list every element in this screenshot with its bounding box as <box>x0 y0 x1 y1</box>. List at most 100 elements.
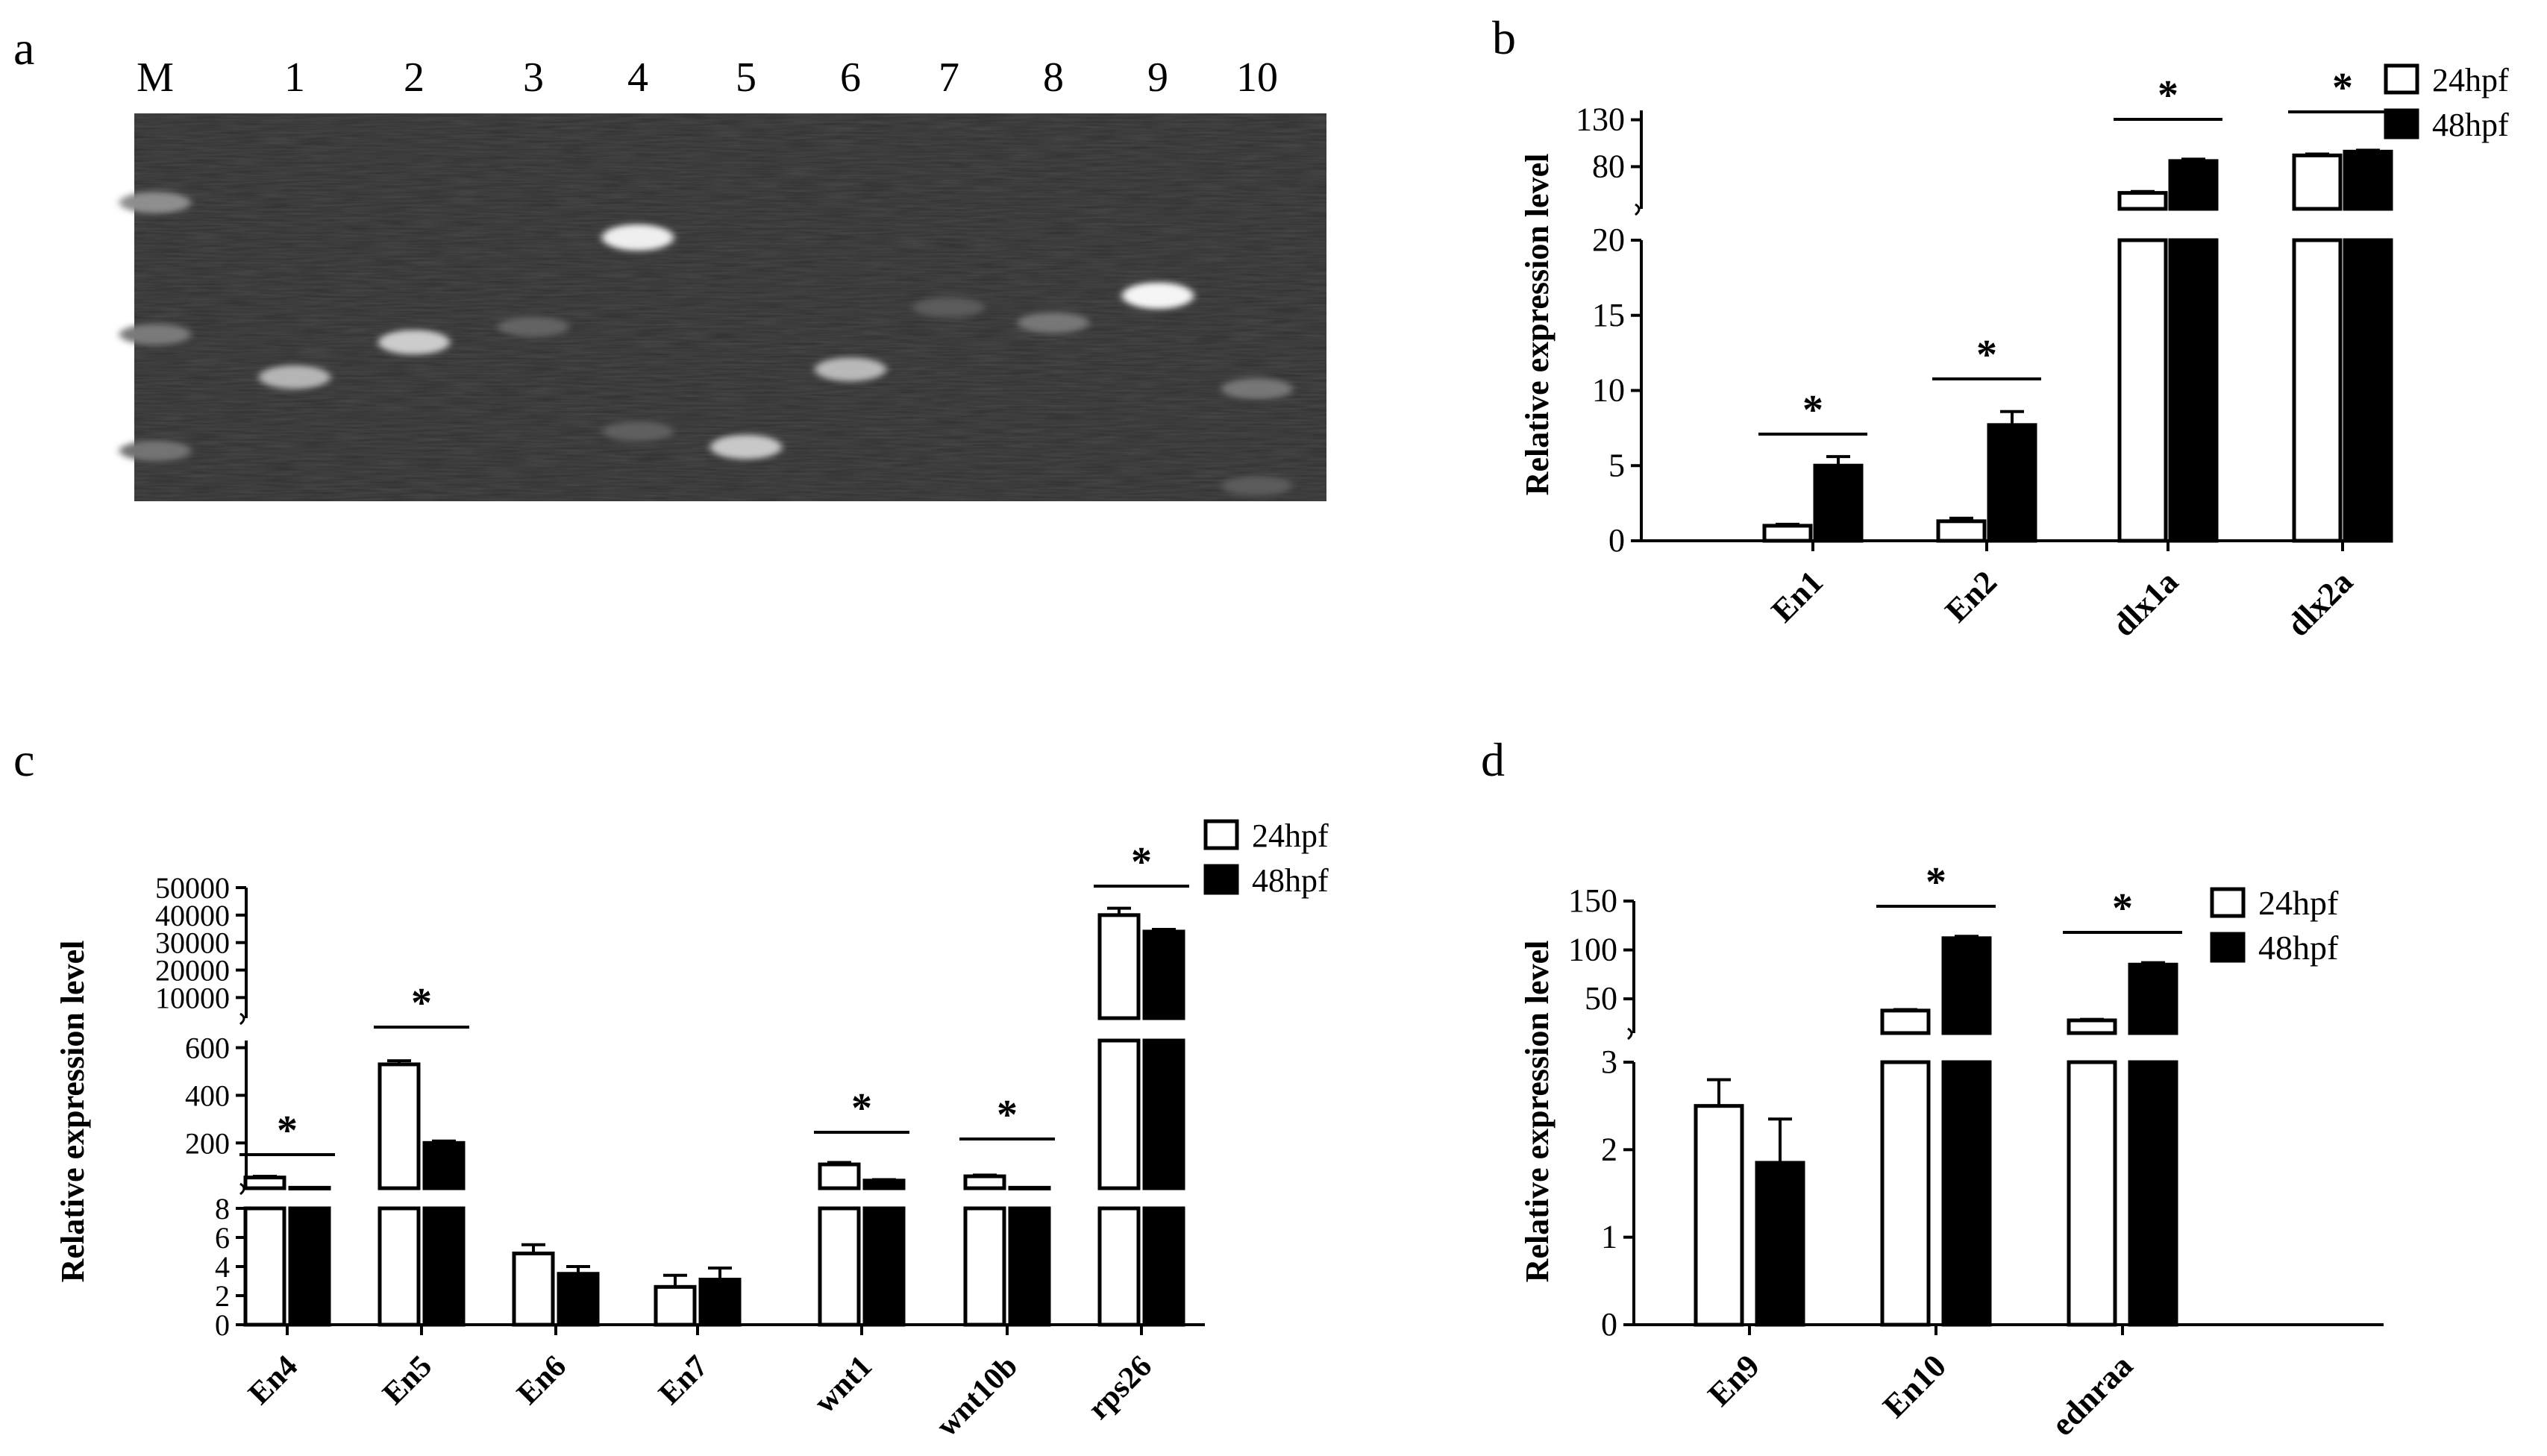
bar-24hpf <box>2292 153 2343 211</box>
x-category-label: En2 <box>1938 563 2004 629</box>
legend-label: 24hpf <box>2258 884 2339 922</box>
bar-48hpf <box>1813 463 1864 543</box>
bar-24hpf <box>2067 1018 2117 1035</box>
significance-star: * <box>277 1108 298 1154</box>
gel-lane-label: 10 <box>1236 54 1278 101</box>
bar-48hpf <box>698 1278 742 1327</box>
bar-48hpf <box>1142 1206 1185 1327</box>
bar-24hpf <box>512 1251 555 1327</box>
bar-48hpf <box>288 1206 331 1327</box>
gel-lane-labels: M 1 2 3 4 5 6 7 8 9 10 <box>137 54 1278 101</box>
legend-swatch <box>1203 819 1239 850</box>
legend-label: 48hpf <box>2258 929 2339 967</box>
bar-24hpf <box>377 1062 421 1190</box>
bar-24hpf <box>654 1284 697 1327</box>
gel-lane-label: 4 <box>627 54 648 101</box>
bar-24hpf <box>1097 913 1141 1020</box>
y-tick-label: 80 <box>1592 148 1625 184</box>
gel-band <box>602 421 674 442</box>
bar-48hpf <box>1142 1038 1185 1190</box>
x-category-label: En6 <box>510 1349 573 1412</box>
y-tick-label: 0 <box>1601 1306 1617 1343</box>
bar-24hpf <box>2067 1060 2117 1327</box>
bar-24hpf <box>1694 1104 1744 1327</box>
bar-24hpf <box>1097 1206 1141 1327</box>
gel-band <box>498 316 569 337</box>
gel-lane-label: 6 <box>840 54 861 101</box>
significance-star: * <box>851 1085 872 1132</box>
y-tick-label: 50 <box>1585 980 1617 1017</box>
gel-band <box>913 298 985 317</box>
x-category-label: En7 <box>652 1349 715 1412</box>
y-tick-label: 130 <box>1576 101 1625 138</box>
x-category-label: En9 <box>1701 1347 1767 1413</box>
bar-24hpf <box>818 1162 861 1190</box>
axis-break-mark <box>239 1182 245 1196</box>
gel-band <box>119 440 191 462</box>
bar-48hpf <box>422 1206 466 1327</box>
y-tick-label: 400 <box>185 1079 230 1112</box>
bar-48hpf <box>2343 149 2393 211</box>
bar-24hpf <box>2117 191 2168 211</box>
gel-band <box>602 224 674 251</box>
gel-band <box>259 365 330 389</box>
bar-24hpf <box>818 1206 861 1327</box>
gel-band <box>1221 378 1293 399</box>
bar-24hpf <box>1762 524 1813 543</box>
x-category-label: En5 <box>376 1349 439 1412</box>
legend-swatch <box>2210 887 2246 918</box>
bar-24hpf <box>1097 1038 1141 1190</box>
gel-band <box>1122 282 1194 310</box>
x-category-label: En4 <box>242 1349 304 1412</box>
bar-48hpf <box>288 1185 331 1190</box>
bar-48hpf <box>1987 423 2037 543</box>
bar-24hpf <box>243 1206 286 1327</box>
y-tick-label: 5 <box>1608 447 1625 483</box>
y-tick-label: 20 <box>1592 222 1625 258</box>
bar-48hpf <box>422 1140 466 1190</box>
x-category-label: dlx2a <box>2280 563 2360 643</box>
y-tick-label: 10000 <box>155 981 230 1014</box>
bar-24hpf <box>243 1176 286 1190</box>
significance-star: * <box>2158 72 2178 119</box>
gel-band <box>119 192 191 214</box>
y-tick-label: 40000 <box>155 899 230 932</box>
gel-lane-label: 9 <box>1147 54 1168 101</box>
significance-star: * <box>1926 859 1946 906</box>
significance-star: * <box>1802 387 1823 433</box>
legend-label: 48hpf <box>1252 862 1329 899</box>
panel-label-b: b <box>1492 11 1516 64</box>
bar-24hpf <box>1936 519 1987 543</box>
axis-break-mark <box>239 1012 245 1026</box>
legend-swatch <box>2210 932 2246 963</box>
gel-band <box>119 324 191 345</box>
y-tick-label: 2 <box>215 1279 230 1313</box>
significance-star: * <box>411 980 432 1026</box>
gel-lane-label: 8 <box>1043 54 1064 101</box>
panel-label-c: c <box>13 733 34 786</box>
gel-lane-label: 7 <box>939 54 959 101</box>
y-axis-label: Relative expression level <box>1519 941 1556 1283</box>
y-tick-label: 0 <box>1608 522 1625 559</box>
bar-48hpf <box>2168 159 2219 211</box>
x-category-label: ednraa <box>2044 1347 2140 1443</box>
bar-24hpf <box>963 1206 1006 1327</box>
legend-label: 24hpf <box>1252 818 1329 854</box>
y-tick-label: 6 <box>215 1221 230 1255</box>
x-category-label: rps26 <box>1082 1349 1159 1426</box>
gel-band <box>378 330 450 355</box>
bar-48hpf <box>557 1272 600 1327</box>
y-axis-label: Relative expression level <box>1519 154 1556 496</box>
axis-break-mark <box>1635 203 1641 216</box>
y-tick-label: 3 <box>1601 1044 1617 1080</box>
y-tick-label: 10 <box>1592 372 1625 409</box>
bar-24hpf <box>1880 1008 1931 1035</box>
gel-band <box>815 357 886 382</box>
x-category-label: En1 <box>1764 563 1830 629</box>
bar-48hpf <box>1008 1185 1051 1190</box>
gel-lane-label: 5 <box>736 54 756 101</box>
legend-label: 48hpf <box>2432 107 2509 143</box>
legend-swatch <box>2384 63 2419 95</box>
y-tick-label: 50000 <box>155 871 230 905</box>
